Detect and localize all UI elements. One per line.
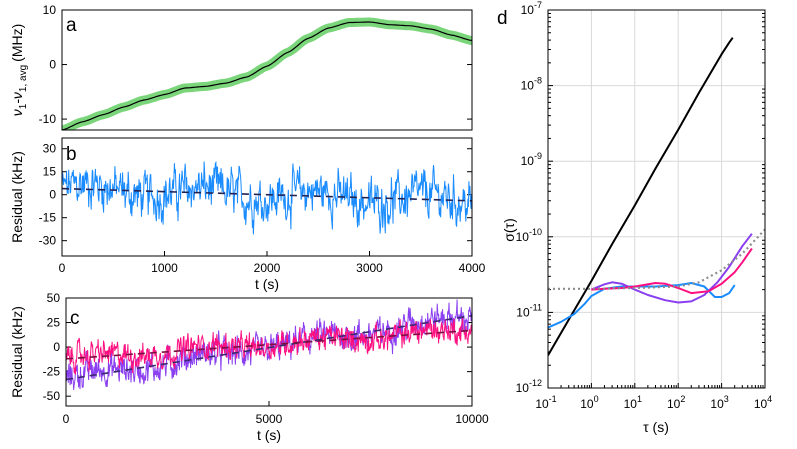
fit-line <box>62 187 472 202</box>
panel-b-xlabel: t (s) <box>255 276 279 292</box>
ytick-label: 30 <box>43 142 57 156</box>
series-line-0 <box>66 299 472 390</box>
ytick-label: 10-11 <box>516 302 542 319</box>
xtick-label: 103 <box>710 394 728 411</box>
xtick-label: 101 <box>624 394 642 411</box>
ytick-label: -50 <box>43 389 61 403</box>
ytick-label: 0 <box>53 340 60 354</box>
xtick-label: 104 <box>754 394 772 411</box>
xtick-label: 0 <box>59 261 66 275</box>
panel-d-grid <box>547 9 766 389</box>
panel-c-xlabel: t (s) <box>257 427 281 443</box>
panel-b-frame <box>61 137 473 257</box>
svg-text:ν1-ν1, avg(MHz): ν1-ν1, avg (MHz) <box>9 24 29 117</box>
series-gray-dotted <box>548 228 765 290</box>
xtick-label: 1000 <box>151 261 178 275</box>
ytick-label: -30 <box>39 234 57 248</box>
xtick-label: 102 <box>667 394 685 411</box>
panel-d-letter: d <box>497 8 508 29</box>
series-purple <box>591 233 753 304</box>
series-line <box>62 21 472 130</box>
ytick-label: 10-8 <box>521 76 542 93</box>
ylabel-a-main: ν <box>9 109 25 116</box>
panel-d-plot <box>548 37 765 356</box>
ylabel-a-sub1: 1 <box>18 103 29 109</box>
ytick-label: 0 <box>49 58 56 72</box>
panel-a-frame <box>61 9 473 131</box>
panel-a: a ν1-ν1, avg (MHz) 10 0 -10 <box>9 3 473 131</box>
panel-d-xticks: 10-1 100 101 102 103 104 <box>535 383 772 411</box>
xtick-label: 2000 <box>254 261 281 275</box>
ytick-label: 10 <box>43 3 57 17</box>
panel-c-yticks: 50 25 0 -25 -50 <box>43 291 472 403</box>
ytick-label: 10-10 <box>516 227 542 244</box>
ytick-label: -15 <box>39 211 57 225</box>
panel-b-letter: b <box>66 144 77 165</box>
ytick-label: 15 <box>43 165 57 179</box>
panel-c-ylabel: Residual (kHz) <box>9 306 25 398</box>
ytick-label: -25 <box>43 365 61 379</box>
panel-b-plot <box>62 160 472 235</box>
series-band <box>62 17 472 130</box>
series-black <box>548 37 734 356</box>
fit-line-0 <box>66 314 472 381</box>
panel-b-ylabel: Residual (kHz) <box>9 151 25 243</box>
panel-c-letter: c <box>70 308 80 329</box>
panel-c-xticks: 0 5000 10000 <box>63 401 489 426</box>
panel-a-yticks: 10 0 -10 <box>39 3 472 126</box>
ytick-label: -10 <box>39 112 57 126</box>
panel-a-plot <box>62 17 472 130</box>
ylabel-a-mid: -ν <box>9 92 25 104</box>
xtick-label: 0 <box>63 412 70 426</box>
ytick-label: 50 <box>47 291 61 305</box>
ytick-label: 10-7 <box>521 0 542 17</box>
series-line-1 <box>66 318 472 375</box>
xtick-label: 4000 <box>459 261 486 275</box>
panel-d-frame <box>547 9 766 389</box>
ytick-label: 25 <box>47 316 61 330</box>
ylabel-a-unit: (MHz) <box>9 24 25 62</box>
ytick-label: 10-12 <box>516 378 542 395</box>
ytick-label: 0 <box>49 188 56 202</box>
panel-d: d 10-12 10-11 10-10 10-9 10-8 10-7 10-1 100 101… <box>497 0 772 435</box>
panel-b: b Residual (kHz) 30 15 0 -15 -30 0 1000 2000 30… <box>9 137 486 292</box>
xtick-label: 5000 <box>256 412 283 426</box>
panel-a-ylabel: ν1-ν1, avg (MHz) <box>9 24 29 117</box>
panel-a-letter: a <box>66 15 77 36</box>
series-blue <box>548 282 736 329</box>
panel-d-xlabel: τ (s) <box>643 419 669 435</box>
ylabel-a-sub2: 1, avg <box>18 65 29 92</box>
panel-b-yticks: 30 15 0 -15 -30 <box>39 142 472 248</box>
xtick-label: 100 <box>580 394 598 411</box>
fit-line-1 <box>66 329 472 360</box>
panel-d-ylabel: σ(τ) <box>501 218 517 242</box>
ytick-label: 10-9 <box>521 151 542 168</box>
xtick-label: 10-1 <box>535 394 556 411</box>
series-line <box>62 160 472 235</box>
panel-b-xticks: 0 1000 2000 3000 4000 <box>59 251 486 275</box>
series-pink <box>591 247 753 295</box>
panel-c-plot <box>66 299 472 390</box>
panel-c-frame <box>65 297 473 407</box>
xtick-label: 10000 <box>455 412 489 426</box>
xtick-label: 3000 <box>356 261 383 275</box>
